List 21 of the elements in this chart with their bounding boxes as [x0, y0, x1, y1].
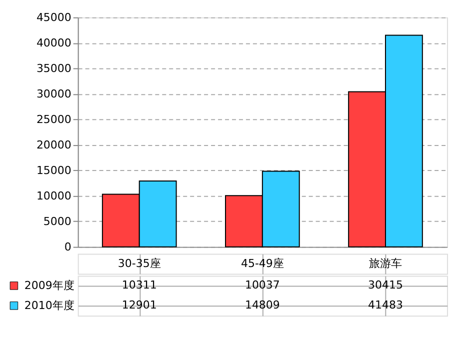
y-tick-label: 20000	[36, 138, 72, 152]
y-tick-label: 45000	[36, 10, 72, 24]
data-label: 10311	[122, 278, 157, 292]
y-tick-label: 25000	[36, 112, 72, 126]
data-label: 10037	[244, 278, 280, 292]
x-tick-label: 30-35座	[118, 256, 161, 270]
y-tick-label: 15000	[36, 164, 72, 177]
legend-label: 2009年度	[24, 279, 74, 292]
data-label: 12901	[122, 298, 157, 312]
data-label: 41483	[368, 298, 403, 312]
y-tick-label: 40000	[36, 36, 72, 50]
x-tick-label: 旅游车	[368, 256, 402, 270]
legend-label: 2010年度	[24, 299, 74, 312]
y-tick-label: 10000	[36, 189, 72, 202]
data-label: 30415	[368, 278, 403, 292]
data-label: 14809	[244, 298, 280, 312]
x-tick-label: 45-49座	[240, 256, 284, 270]
y-tick-label: 5000	[43, 214, 72, 228]
y-tick-label: 35000	[36, 62, 72, 75]
y-tick-label: 0	[64, 240, 72, 254]
y-tick-label: 30000	[36, 87, 72, 100]
